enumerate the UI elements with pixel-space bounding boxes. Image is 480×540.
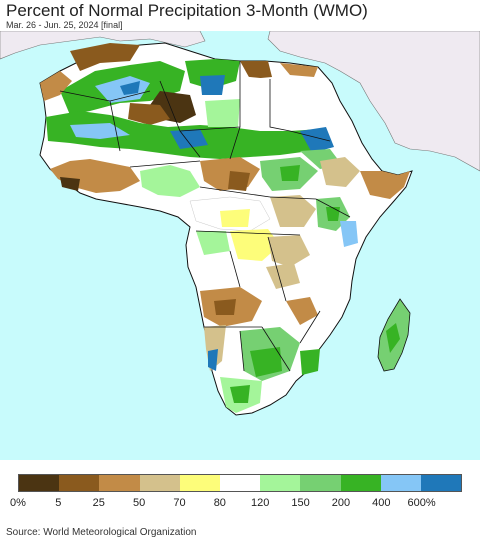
europe-land [0,31,206,60]
legend-label: 80 [213,497,226,509]
legend-label: 400 [372,497,391,509]
legend-label: 200 [331,497,351,509]
legend-colorbar [18,474,462,492]
legend-swatch [219,475,261,491]
legend-swatch [420,475,462,491]
legend-label: 5 [55,497,62,509]
legend-swatch [59,475,100,491]
legend-label: 120 [250,497,270,509]
legend-swatch [19,475,60,491]
legend-label: 70 [173,497,186,509]
legend-swatch [300,475,341,491]
legend-label: 600% [407,497,436,509]
legend-swatch [139,475,180,491]
legend-label: 150 [291,497,310,509]
middle-east-land [267,31,480,172]
legend-label: 25 [92,497,105,509]
source-credit: Source: World Meteorological Organizatio… [6,527,197,538]
legend-label: 50 [132,497,146,509]
legend-swatch [260,475,301,491]
map-title: Percent of Normal Precipitation 3-Month … [6,1,368,20]
precipitation-map [0,31,480,460]
country-borders [59,61,351,372]
legend-swatch [179,475,220,491]
legend-labels: 0% 5 25 50 70 80 120 150 200 400 600% [0,497,480,511]
map-subtitle: Mar. 26 - Jun. 25, 2024 [final] [6,20,123,30]
legend-swatch [380,475,421,491]
legend-label: 0% [10,497,26,509]
legend-swatch [99,475,140,491]
legend-swatch [340,475,381,491]
